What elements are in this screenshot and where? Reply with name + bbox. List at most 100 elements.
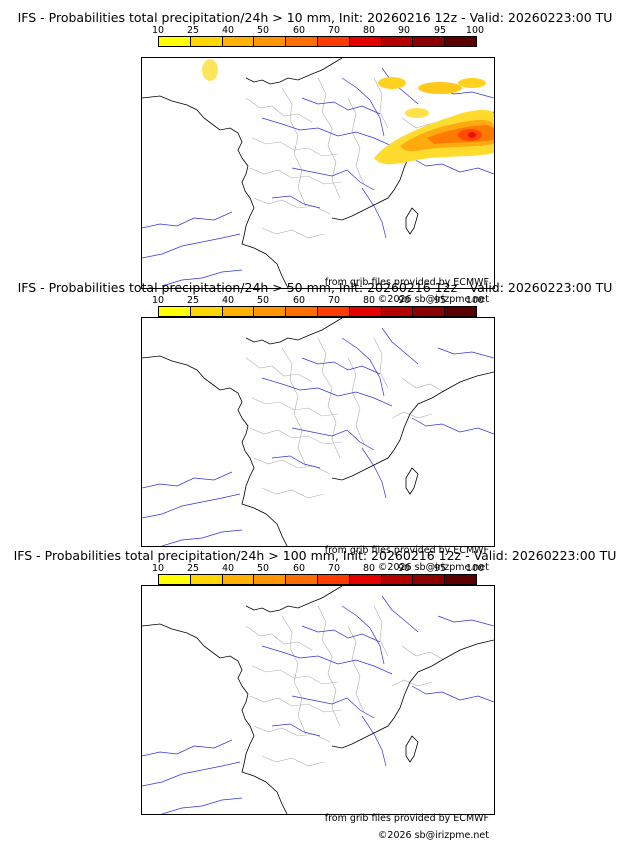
- colorbar-label: 40: [221, 25, 235, 36]
- copyright-credit: ©2026 sb@irizpme.net: [377, 562, 489, 573]
- department-border: [317, 77, 341, 199]
- department-border: [245, 97, 313, 123]
- river: [411, 685, 494, 703]
- department-border: [249, 167, 343, 185]
- department-border: [253, 725, 331, 743]
- colorbar-label: 10: [151, 25, 165, 36]
- colorbar-swatch: [222, 37, 255, 46]
- department-border: [391, 411, 433, 419]
- colorbar-label: 25: [186, 295, 200, 306]
- basemap: [142, 318, 494, 546]
- department-border: [261, 227, 325, 239]
- department-border: [373, 337, 389, 389]
- coastline: [142, 58, 494, 288]
- department-border: [401, 377, 445, 393]
- colorbar-label: 90: [397, 25, 411, 36]
- river: [161, 797, 243, 814]
- colorbar-swatch: [254, 575, 287, 584]
- colorbar-swatch: [317, 307, 350, 316]
- river: [142, 471, 233, 489]
- colorbar-swatch: [317, 575, 350, 584]
- river: [291, 427, 375, 451]
- colorbar-label: 70: [327, 25, 341, 36]
- river: [261, 645, 393, 675]
- panel-100mm: IFS - Probabilities total precipitation/…: [0, 548, 630, 841]
- colorbar-label: 25: [186, 563, 200, 574]
- department-border: [251, 397, 339, 417]
- colorbar-label: 90: [397, 295, 411, 306]
- colorbar: [158, 306, 477, 317]
- colorbar-label: 100: [465, 25, 485, 36]
- coastline: [142, 586, 494, 814]
- panel-title: IFS - Probabilities total precipitation/…: [17, 280, 613, 295]
- colorbar-label: 70: [327, 295, 341, 306]
- department-border: [251, 137, 339, 157]
- colorbar-label: 10: [151, 295, 165, 306]
- colorbar-swatch: [381, 307, 414, 316]
- colorbar-label: 50: [256, 25, 270, 36]
- colorbar-swatch: [254, 37, 287, 46]
- source-credit: from grib files provided by ECMWF: [324, 545, 489, 556]
- department-border: [245, 357, 313, 383]
- department-border: [373, 77, 389, 129]
- colorbar-label: 40: [221, 563, 235, 574]
- river: [301, 625, 381, 643]
- department-border: [281, 87, 307, 207]
- department-border: [391, 679, 433, 687]
- colorbar-swatch: [349, 575, 382, 584]
- colorbar-swatch: [349, 307, 382, 316]
- department-border: [373, 605, 389, 657]
- river: [261, 117, 393, 147]
- colorbar-label: 80: [362, 563, 376, 574]
- panel-10mm: IFS - Probabilities total precipitation/…: [0, 10, 630, 305]
- panel-50mm: IFS - Probabilities total precipitation/…: [0, 280, 630, 573]
- river: [271, 723, 321, 737]
- coastline: [142, 318, 494, 546]
- river: [301, 357, 381, 375]
- river: [341, 605, 385, 665]
- map-50mm: [141, 317, 495, 547]
- colorbar-swatch: [222, 307, 255, 316]
- colorbar-swatch: [159, 37, 191, 46]
- colorbar-swatch: [349, 37, 382, 46]
- river: [361, 447, 387, 499]
- department-border: [317, 337, 341, 459]
- panel-title: IFS - Probabilities total precipitation/…: [17, 10, 613, 25]
- department-border: [261, 487, 325, 499]
- colorbar-labels: 10 25 40 50 60 70 80 90 95 100: [152, 563, 484, 574]
- colorbar-swatch: [286, 575, 318, 584]
- river: [437, 615, 494, 627]
- river: [142, 493, 241, 519]
- river: [271, 455, 321, 469]
- department-border: [249, 427, 343, 445]
- department-border: [347, 625, 365, 713]
- river: [142, 739, 233, 757]
- river: [291, 695, 375, 719]
- colorbar-swatch: [190, 37, 223, 46]
- source-credit: from grib files provided by ECMWF: [324, 813, 489, 824]
- colorbar-label: 70: [327, 563, 341, 574]
- department-border: [401, 645, 445, 661]
- colorbar-swatch: [445, 575, 476, 584]
- river: [381, 327, 419, 365]
- colorbar-label: 60: [292, 563, 306, 574]
- source-credit: from grib files provided by ECMWF: [324, 277, 489, 288]
- colorbar-swatch: [413, 307, 446, 316]
- department-border: [281, 615, 307, 735]
- department-border: [347, 97, 365, 185]
- river: [271, 195, 321, 209]
- map-10mm: [141, 57, 495, 289]
- panel-title: IFS - Probabilities total precipitation/…: [13, 548, 617, 563]
- colorbar-label: 60: [292, 25, 306, 36]
- river: [361, 715, 387, 767]
- colorbar-label: 90: [397, 563, 411, 574]
- river: [341, 337, 385, 397]
- colorbar-label: 10: [151, 563, 165, 574]
- river: [161, 269, 243, 287]
- colorbar-label: 100: [465, 563, 485, 574]
- department-border: [347, 357, 365, 445]
- department-border: [253, 457, 331, 475]
- colorbar-label: 25: [186, 25, 200, 36]
- colorbar-swatch: [254, 307, 287, 316]
- river: [291, 167, 375, 191]
